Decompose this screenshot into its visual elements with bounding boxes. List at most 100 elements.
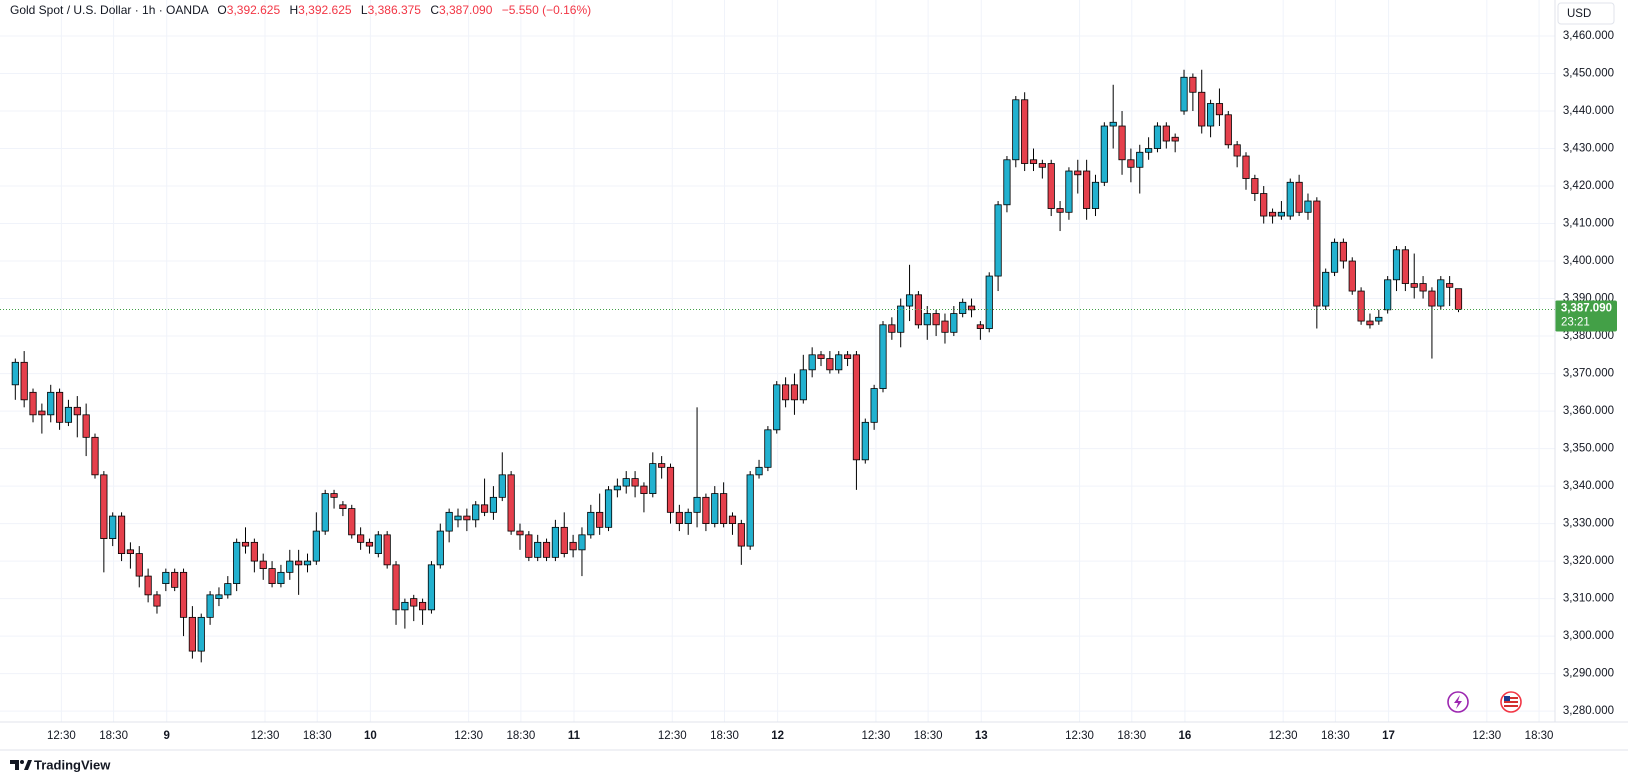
candle-body [782,384,790,401]
candle-body [454,515,462,521]
candle-body [693,496,701,513]
flag-canton [1504,696,1510,701]
candle-body [1145,148,1153,153]
candle-body [357,534,365,543]
candle-body [171,571,179,588]
candle-body [1304,200,1312,213]
y-tick-label: 3,460.000 [1563,30,1614,42]
last-price-tag [1555,300,1617,332]
x-tick-label: 12:30 [454,730,483,742]
candle-body [1153,125,1162,149]
candle-body [755,466,763,476]
candle-body [658,463,666,468]
y-tick-label: 3,360.000 [1563,405,1614,417]
x-tick-label: 13 [975,730,988,742]
logo[interactable]: TradingView [10,757,111,772]
candle-body [994,204,1002,277]
candle-body [401,601,409,611]
candle-body [419,601,427,611]
y-tick-label: 3,350.000 [1563,443,1614,455]
candle-body [1233,144,1241,157]
candle-body [277,571,285,585]
countdown: 23:21 [1561,316,1590,328]
candle-body [852,354,861,461]
candle-body [861,421,869,461]
candle-body [1029,159,1038,164]
candle-body [985,275,993,329]
candle-body [188,616,196,652]
logo-mark [24,760,32,770]
x-tick-label: 18:30 [1525,730,1554,742]
candle-body [684,511,692,524]
candle-body [1162,125,1170,142]
candle-body [312,530,320,562]
candle-body [720,493,728,524]
candle-body [135,553,143,577]
logo-dot [20,760,24,764]
candle-body [1021,99,1029,164]
candle-body [82,414,90,438]
candle-body [20,361,28,401]
currency-box[interactable] [1557,2,1615,25]
candle-body [374,534,382,554]
flag-stripe [1504,697,1518,699]
candle-body [799,369,807,401]
ohlc-label: O [217,3,227,17]
candle-body [604,489,613,528]
candle-body [764,429,772,468]
x-tick-label: 12:30 [862,730,891,742]
currency[interactable]: USD [1567,8,1591,20]
candle-body [498,474,506,498]
candle-body [560,526,568,554]
icon-bolt[interactable] [1454,695,1462,709]
event-icon[interactable] [1500,691,1522,713]
candle-body [1419,283,1427,292]
candle-body [1339,241,1347,262]
candle-body [773,384,781,431]
candle-body [1330,241,1339,273]
brand[interactable]: TradingView [34,757,111,772]
candle-body [339,504,347,509]
candle-body [967,305,976,311]
candle-body [197,616,205,652]
alert-icon[interactable] [1447,691,1469,713]
candle-body [596,511,604,528]
last-price-label: 3,387.090 [1561,302,1612,314]
candle-body [436,530,444,566]
candle-body [1224,114,1232,146]
x-tick-label: 18:30 [914,730,943,742]
candle-body [1428,290,1436,307]
candle-body [144,575,152,596]
candle-body [330,493,338,498]
candle-body [1109,121,1117,127]
candle-body [516,530,524,536]
ohlc-value: 3,392.625 [226,3,281,17]
candle-body [321,493,329,532]
ohlc-label: C [430,3,439,17]
candle-body [126,549,134,554]
x-tick-label: 18:30 [303,730,332,742]
candle-body [843,354,852,359]
candle-body [790,384,799,401]
candle-body [100,474,108,539]
x-tick-label: 12:30 [251,730,280,742]
candle-body [1180,76,1188,112]
candle-body [206,594,214,618]
candle-body [613,485,621,491]
y-tick-label: 3,290.000 [1563,668,1614,680]
candle-body [578,534,586,551]
candle-body [1056,208,1064,213]
candle-body [1118,125,1126,161]
candle-body [737,523,745,547]
candle-body [463,515,471,521]
candle-body [1083,170,1091,209]
y-tick-label: 3,420.000 [1563,180,1614,192]
y-tick-label: 3,280.000 [1563,705,1614,717]
candle-body [1384,279,1392,311]
flag-stripe [1504,701,1518,703]
candle-body [711,493,719,524]
y-tick-label: 3,370.000 [1563,368,1614,380]
candle-body [923,313,931,326]
candle-body [1401,249,1409,284]
